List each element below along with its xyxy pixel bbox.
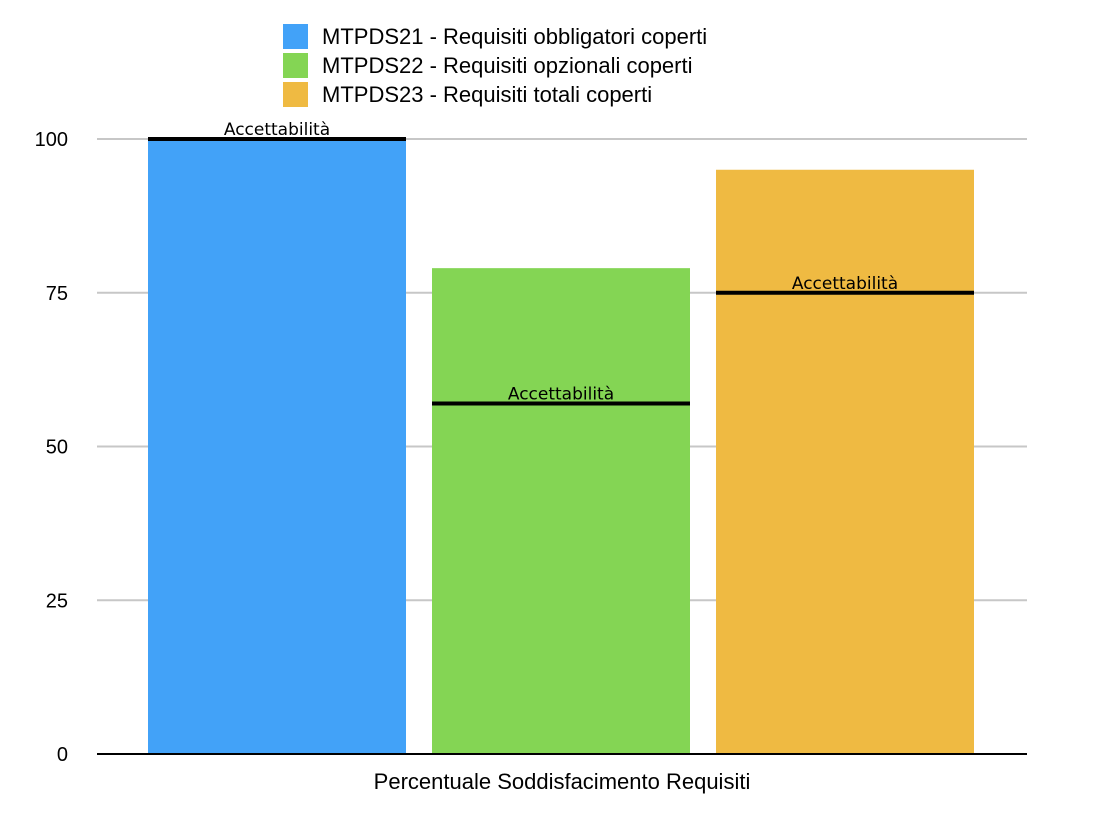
legend-label: MTPDS22 - Requisiti opzionali coperti [322, 53, 693, 78]
bar [716, 169, 974, 754]
y-tick-label: 25 [46, 590, 68, 612]
x-axis-label: Percentuale Soddisfacimento Requisiti [374, 769, 751, 794]
y-tick-label: 0 [57, 744, 68, 766]
legend-label: MTPDS23 - Requisiti totali coperti [322, 82, 652, 107]
threshold-label: Accettabilità [792, 274, 898, 294]
legend-label: MTPDS21 - Requisiti obbligatori coperti [322, 24, 707, 49]
threshold-label: Accettabilità [224, 120, 330, 140]
threshold-label: Accettabilità [508, 384, 614, 404]
bar [148, 139, 406, 754]
legend-swatch [283, 82, 308, 107]
y-tick-label: 100 [35, 129, 68, 151]
y-tick-label: 75 [46, 283, 68, 305]
legend-swatch [283, 53, 308, 78]
y-tick-label: 50 [46, 437, 68, 459]
bar [432, 268, 690, 754]
legend-swatch [283, 24, 308, 49]
